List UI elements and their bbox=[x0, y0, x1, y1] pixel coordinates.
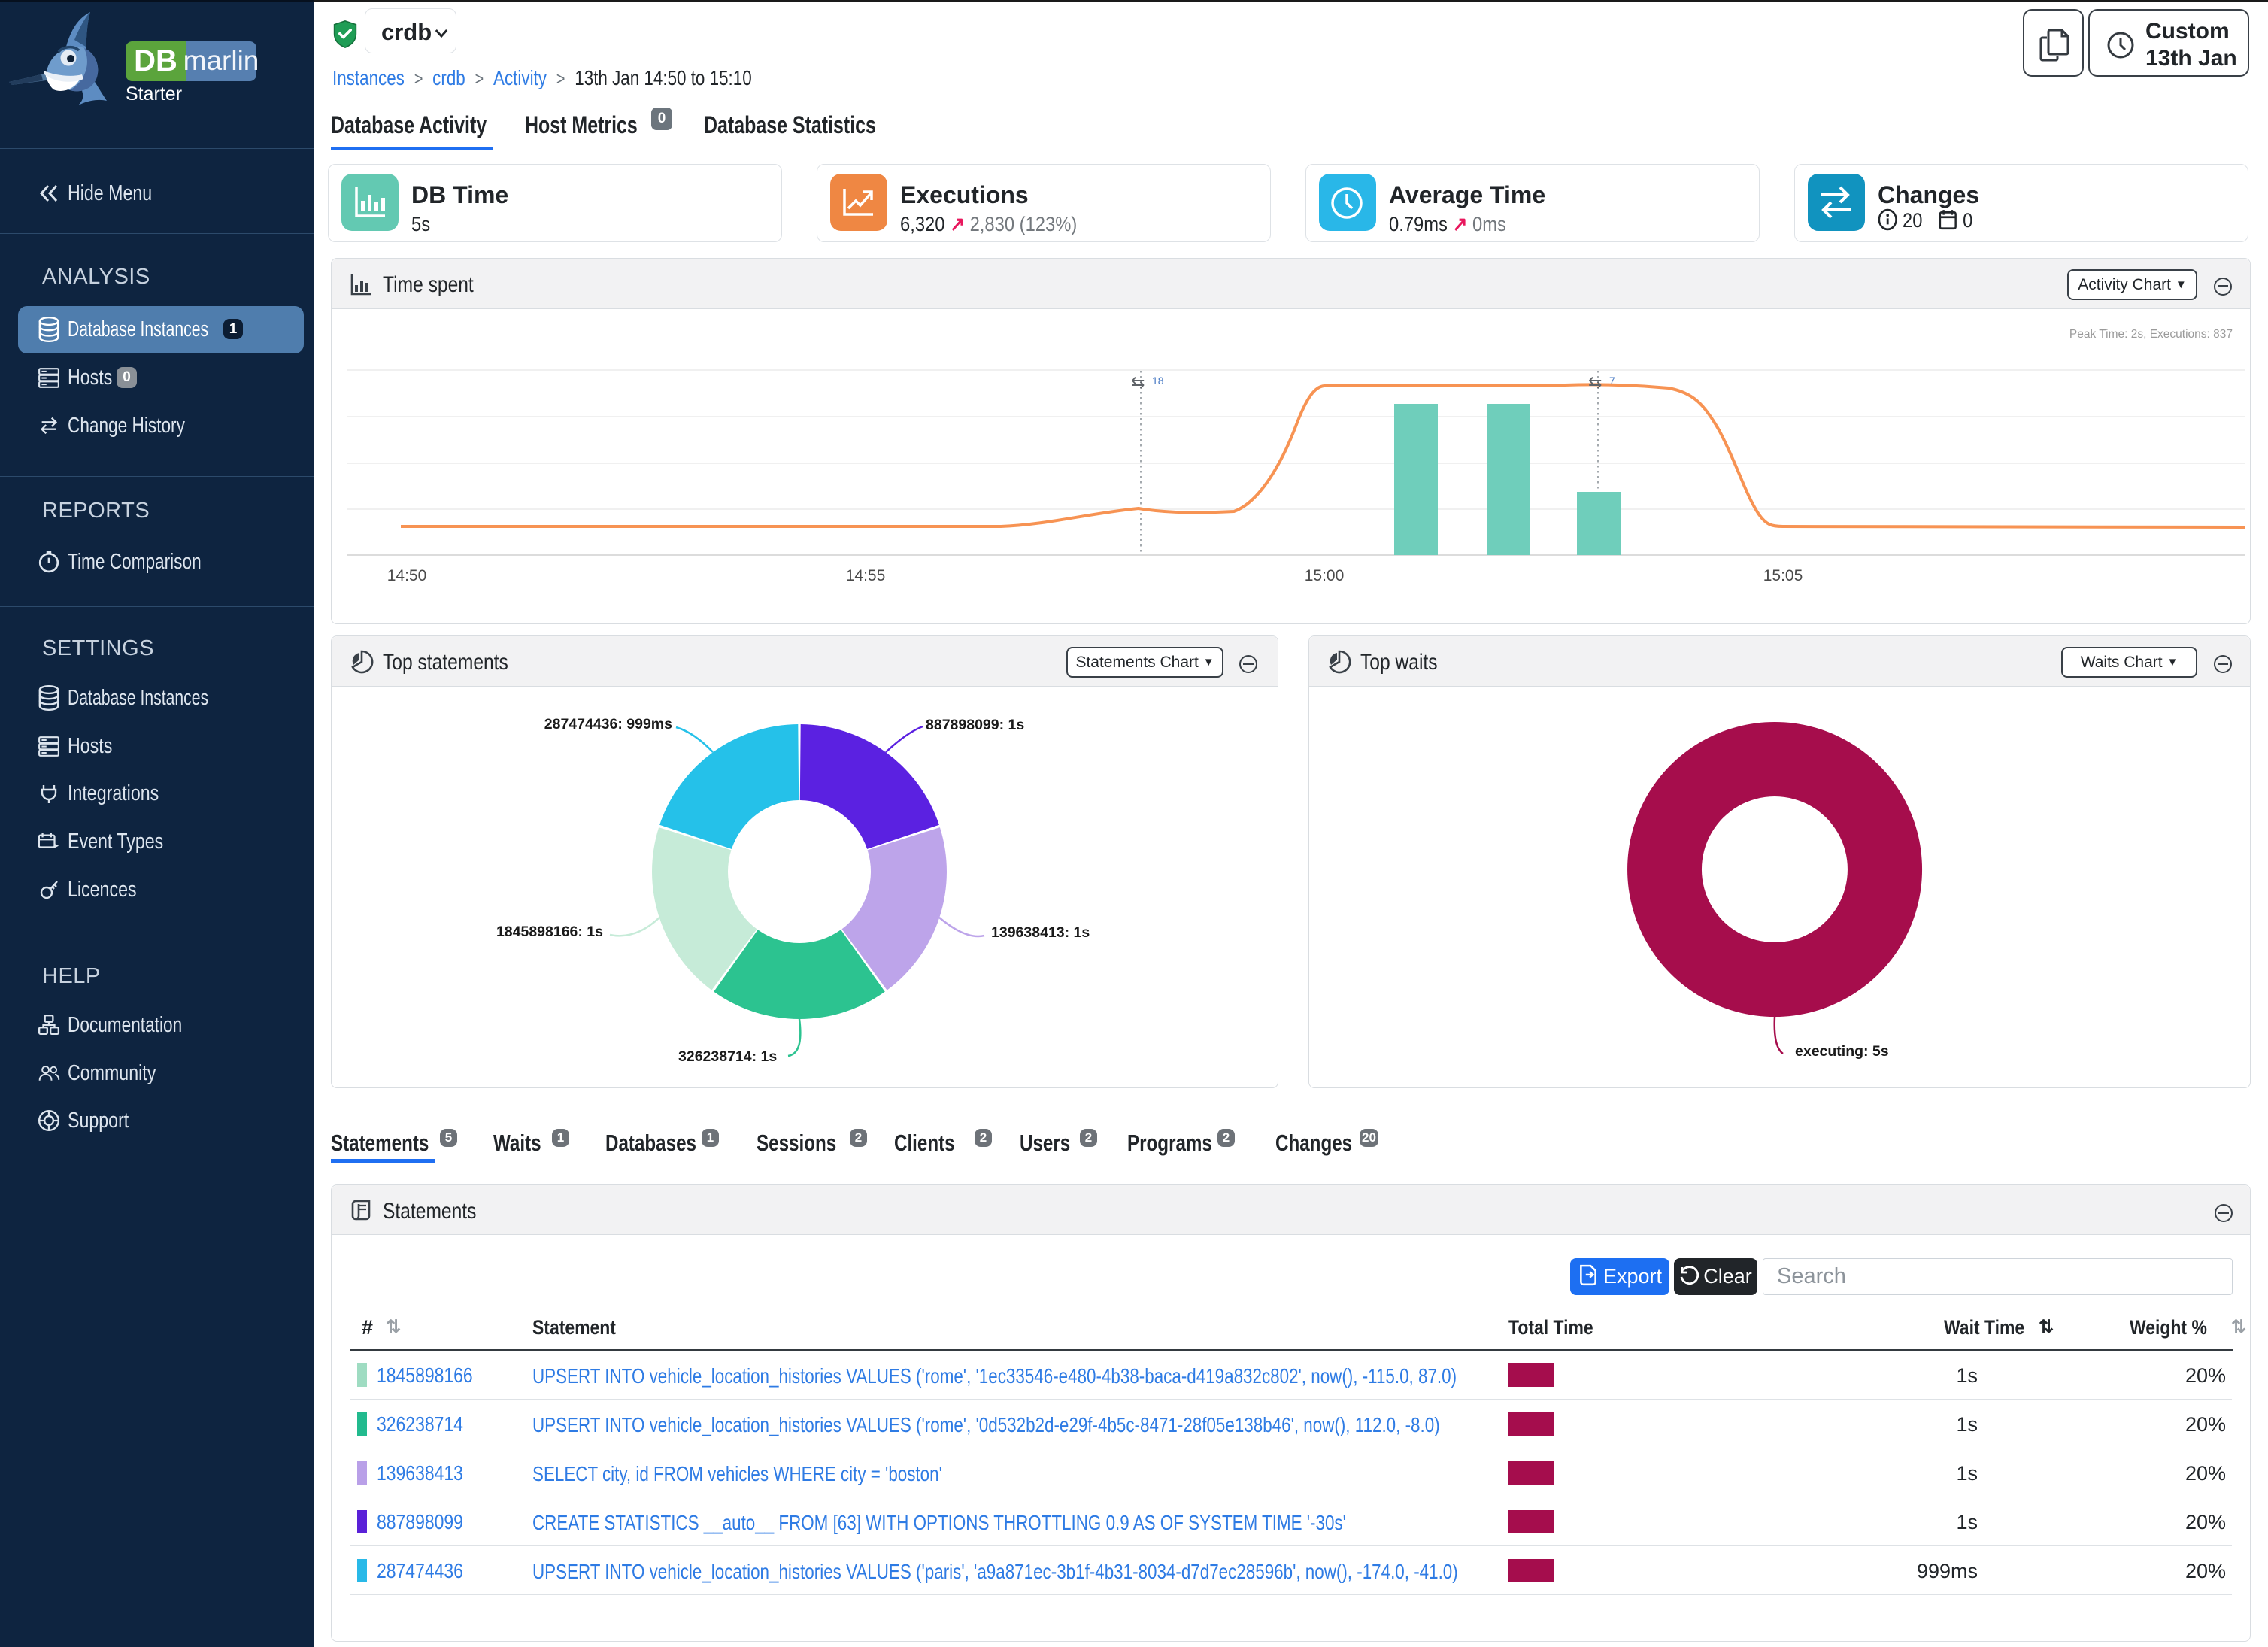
svg-text:⇆: ⇆ bbox=[1588, 373, 1602, 392]
svg-text:18: 18 bbox=[1152, 375, 1164, 387]
svg-text:14:50: 14:50 bbox=[387, 567, 427, 584]
svg-text:887898099: 1s: 887898099: 1s bbox=[926, 717, 1024, 733]
svg-text:7: 7 bbox=[1609, 375, 1615, 387]
svg-text:1845898166: 1s: 1845898166: 1s bbox=[496, 924, 603, 940]
svg-text:Starter: Starter bbox=[126, 83, 182, 105]
svg-text:15:05: 15:05 bbox=[1763, 567, 1803, 584]
svg-text:Peak Time: 2s, Executions: 837: Peak Time: 2s, Executions: 837 bbox=[2069, 328, 2233, 341]
svg-text:executing: 5s: executing: 5s bbox=[1795, 1043, 1889, 1060]
svg-text:139638413: 1s: 139638413: 1s bbox=[991, 924, 1090, 941]
svg-text:326238714: 1s: 326238714: 1s bbox=[678, 1048, 777, 1065]
svg-text:marlin: marlin bbox=[183, 45, 259, 76]
svg-text:287474436: 999ms: 287474436: 999ms bbox=[544, 716, 672, 733]
svg-text:DB: DB bbox=[134, 44, 177, 77]
svg-text:⇆: ⇆ bbox=[1131, 373, 1145, 392]
svg-text:15:00: 15:00 bbox=[1305, 567, 1345, 584]
svg-text:14:55: 14:55 bbox=[846, 567, 886, 584]
